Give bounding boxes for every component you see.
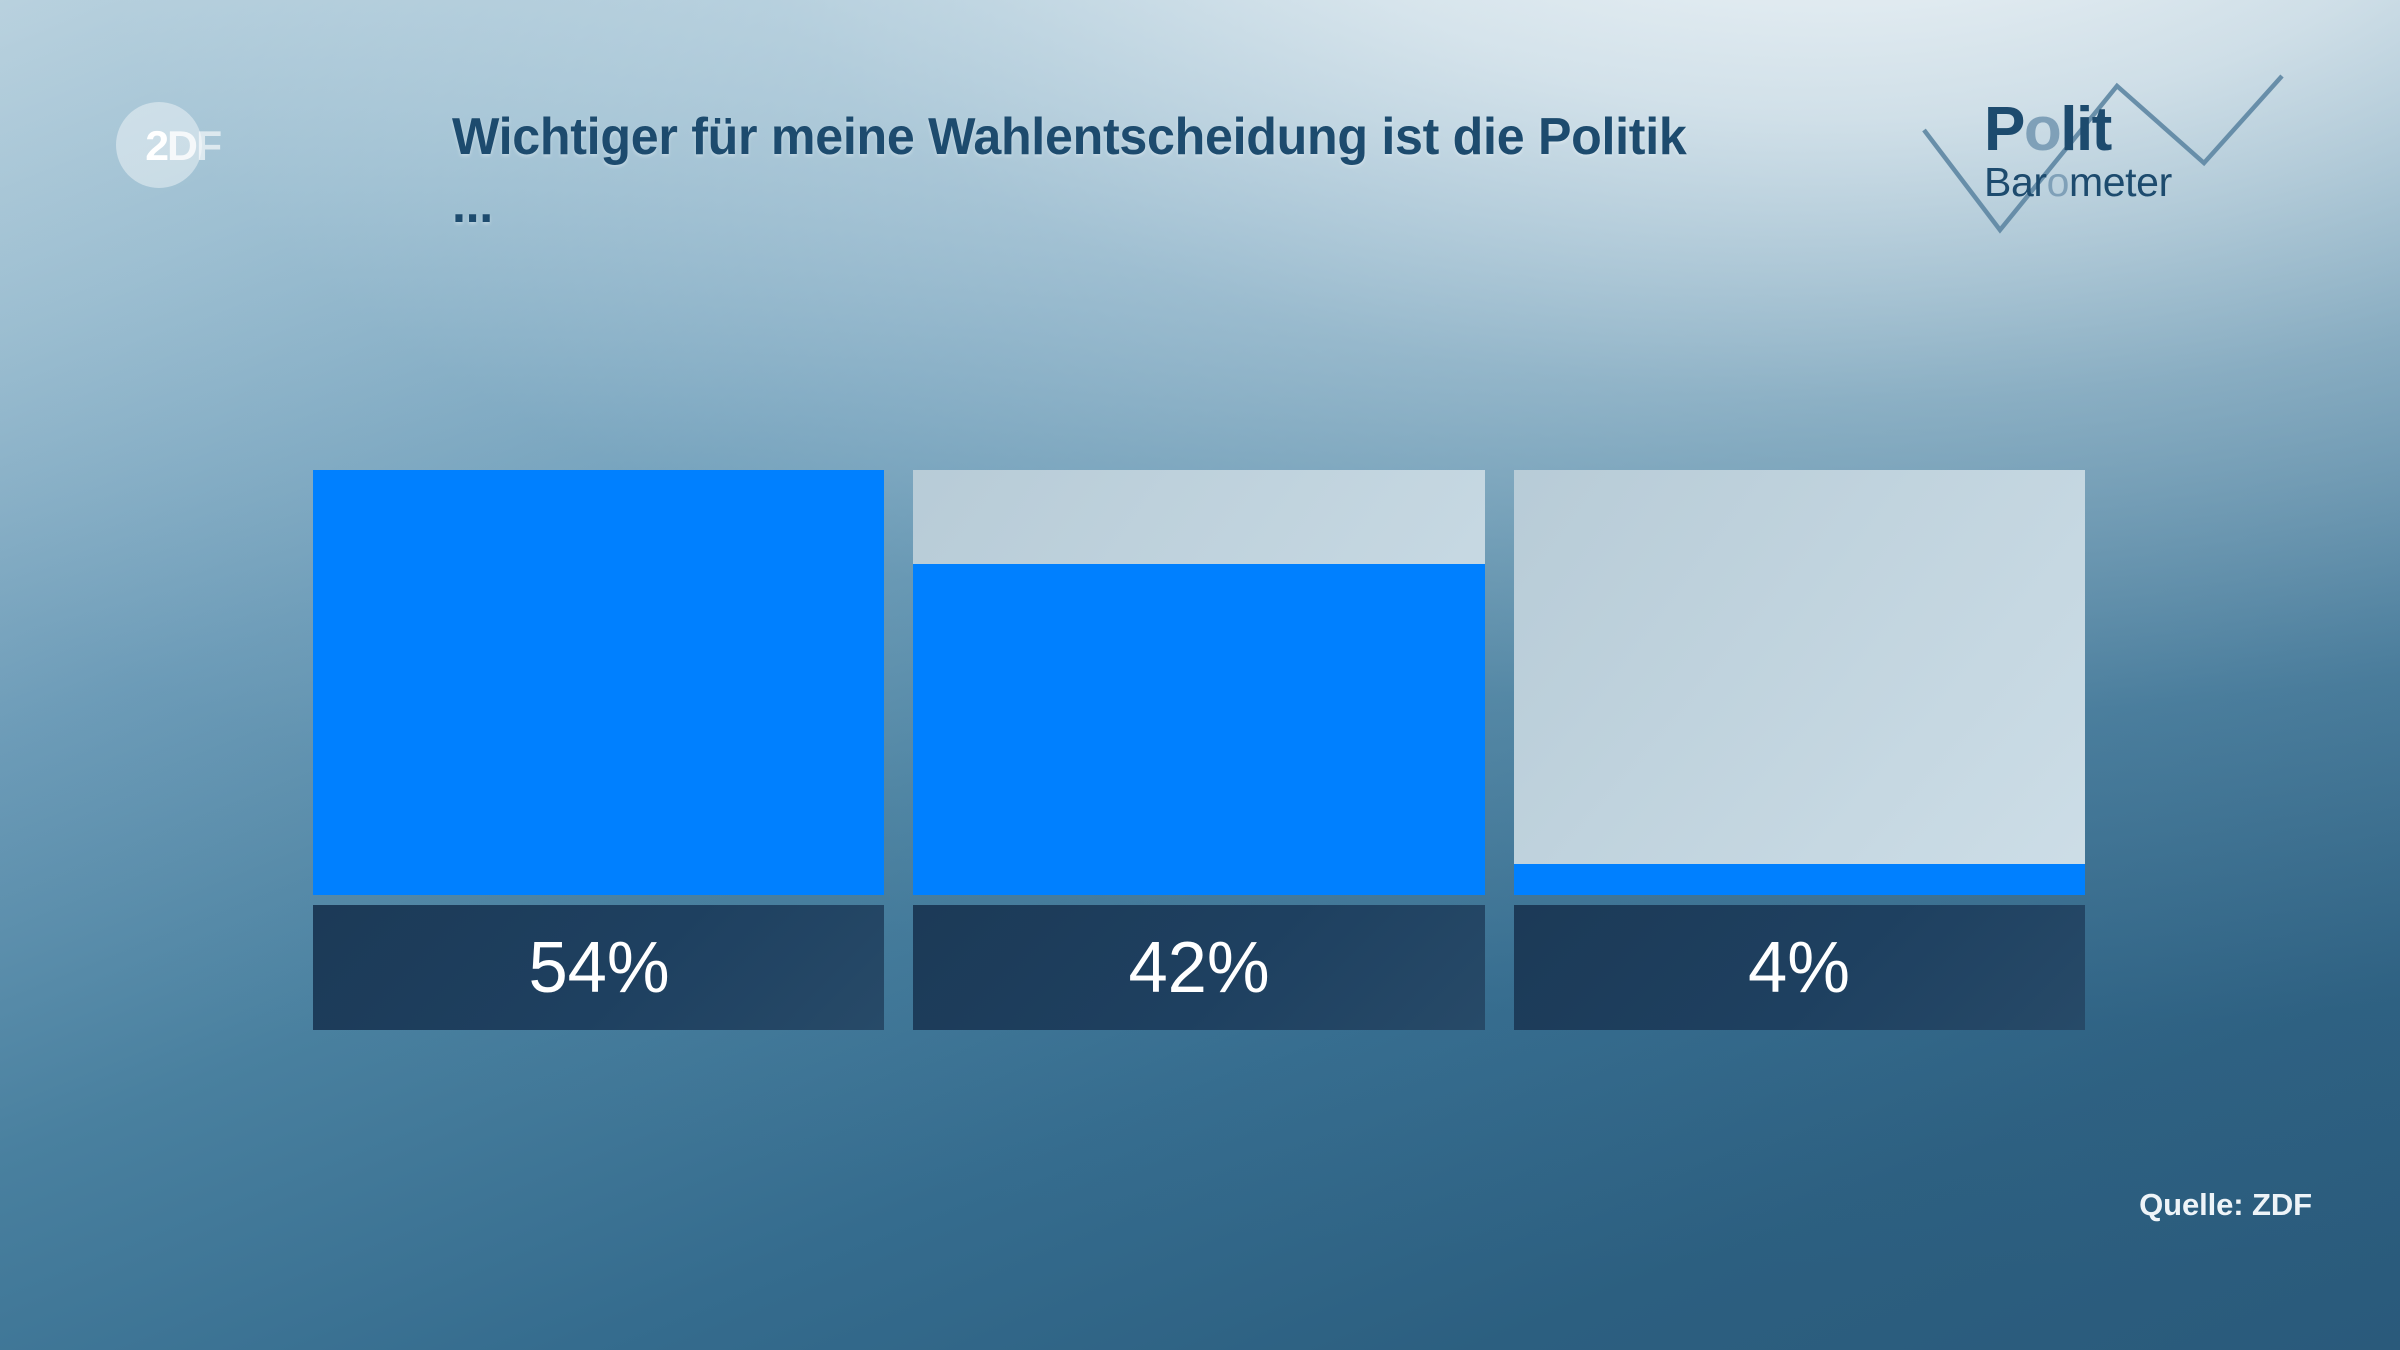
source-attribution: Quelle: ZDF bbox=[2139, 1187, 2312, 1222]
politbarometer-logo: Polit Barometer bbox=[1912, 58, 2292, 248]
zdf-logo-circle bbox=[116, 102, 202, 188]
bar-column-bund: 42% bbox=[913, 470, 1485, 1030]
bar-fill bbox=[913, 563, 1485, 895]
value-panel: 4% bbox=[1513, 905, 2085, 1030]
zdf-logo-text: 2DF bbox=[145, 122, 222, 169]
value-label: 4% bbox=[1748, 927, 1851, 1008]
bar-fill bbox=[1513, 863, 2085, 895]
bar-column-niedersachsen: 54% bbox=[313, 470, 885, 1030]
value-panel: 54% bbox=[313, 905, 885, 1030]
politbarometer-polit: Polit bbox=[1984, 95, 2112, 164]
bar-fill bbox=[313, 470, 885, 895]
bar-track bbox=[913, 470, 1485, 895]
bar-columns: 54% 42% 4% bbox=[313, 470, 2085, 1030]
politbarometer-barometer: Barometer bbox=[1984, 158, 2172, 205]
page-title: Wichtiger für meine Wahlentscheidung ist… bbox=[452, 108, 1687, 234]
value-label: 54% bbox=[528, 927, 670, 1008]
bar-column-weiss-nicht: 4% bbox=[1513, 470, 2085, 1030]
header: 2DF Wichtiger für meine Wahlentscheidung… bbox=[0, 0, 2400, 270]
bar-track bbox=[1513, 470, 2085, 895]
politbarometer-polit-rest: lit bbox=[2060, 95, 2112, 164]
bar-chart: 54% 42% 4% in bbox=[313, 470, 2085, 1030]
value-label: 42% bbox=[1128, 927, 1270, 1008]
zdf-logo: 2DF bbox=[116, 102, 222, 188]
zigzag-icon bbox=[1922, 74, 2284, 234]
value-panel: 42% bbox=[913, 905, 1485, 1030]
politbarometer-wordmark: Polit Barometer bbox=[1984, 95, 2172, 205]
bar-track bbox=[313, 470, 885, 895]
